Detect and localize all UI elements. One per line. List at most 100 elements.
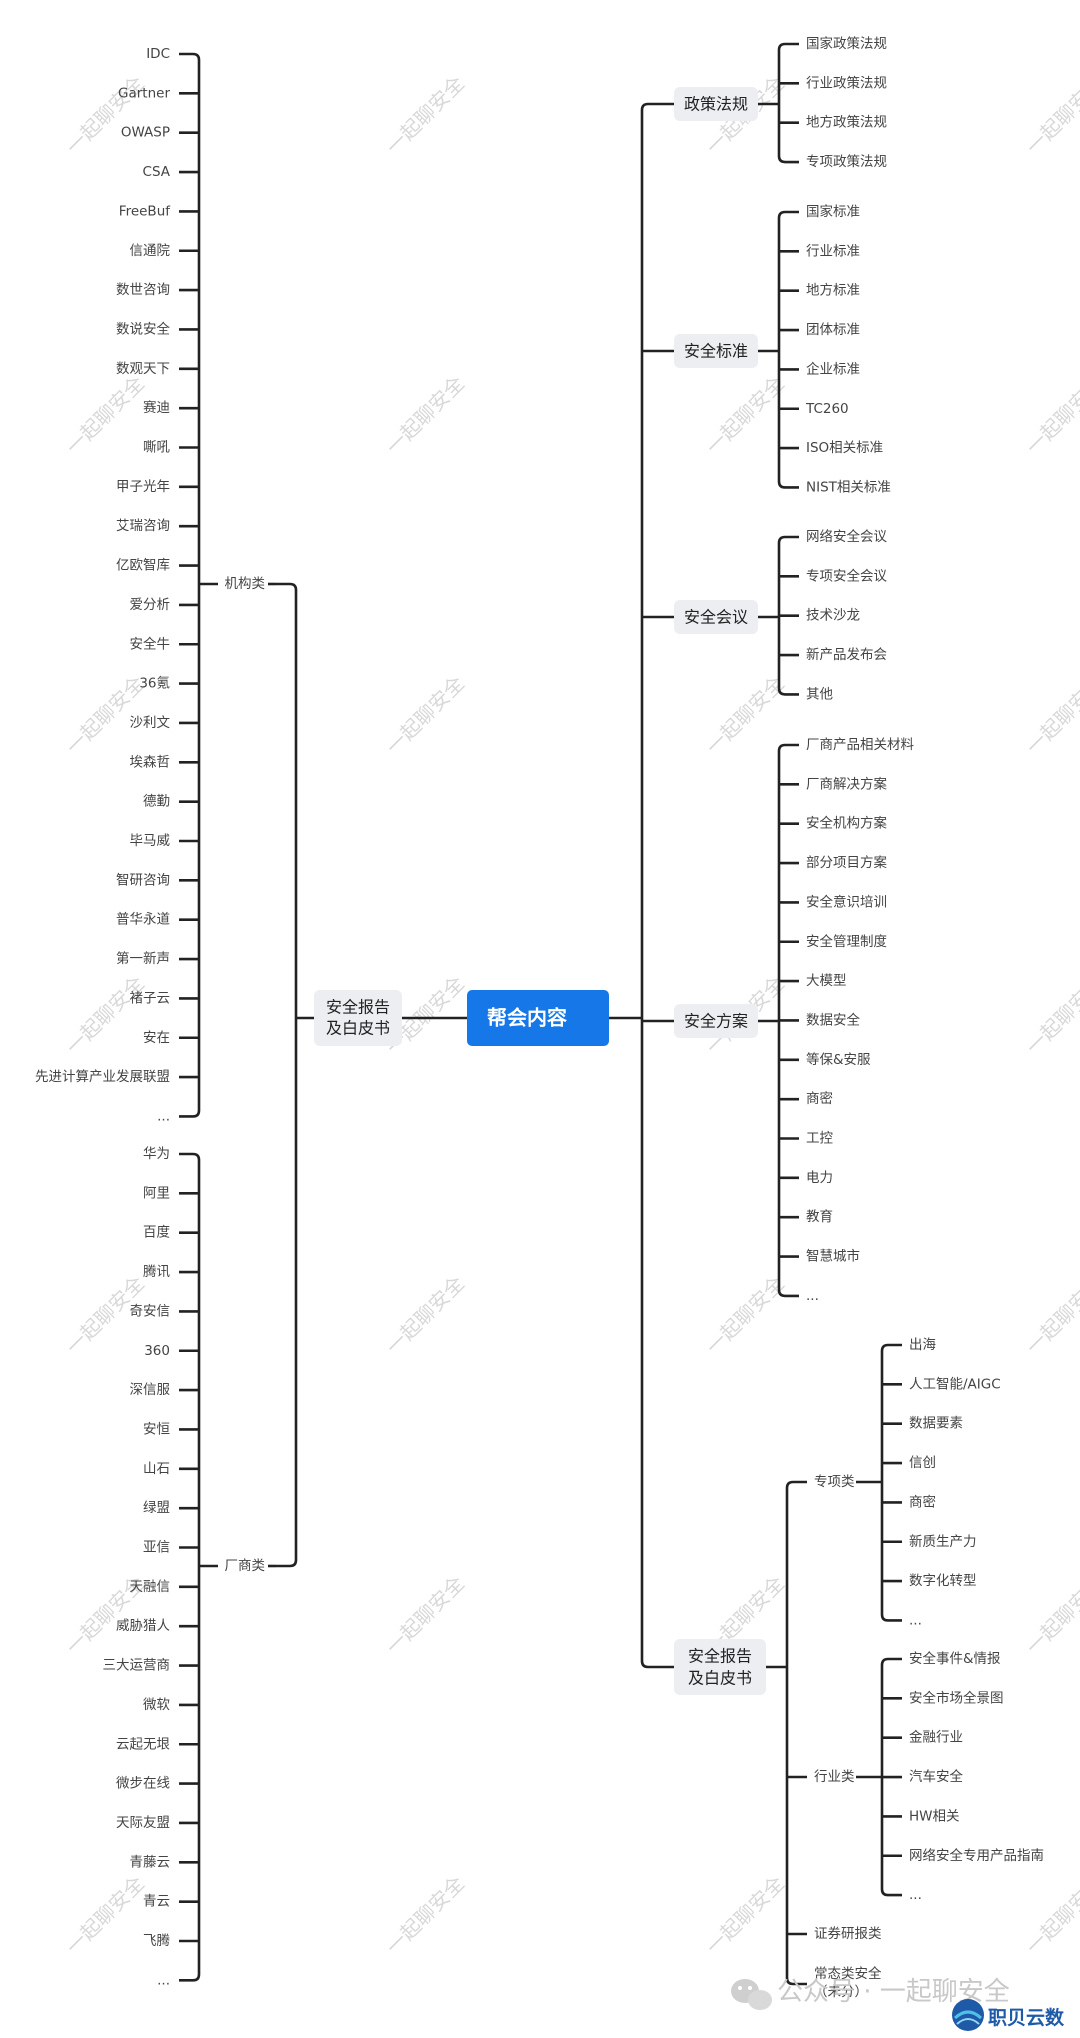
right-subleaf-item: 金融行业 (909, 1730, 963, 1746)
right-items-bracket-spine (777, 210, 799, 489)
left-leaf-item: 云起无垠 (116, 1736, 170, 1752)
right-subitems-bracket-spine (880, 1343, 902, 1622)
right-subleaf-item: HW相关 (909, 1808, 960, 1824)
right-subleaf-item: ... (909, 1612, 922, 1628)
watermark-text: 一起聊安全 (1021, 971, 1080, 1059)
left-leaf-item: 数观天下 (116, 361, 170, 377)
left-leaf-item: 亿欧智库 (116, 558, 170, 574)
right-sub-bracket-spine (785, 1480, 807, 1986)
watermark-text: 一起聊安全 (701, 1871, 789, 1959)
right-leaf-item: 地方政策法规 (806, 114, 887, 131)
watermark-text: 一起聊安全 (701, 671, 789, 759)
right-leaf-item: 安全管理制度 (806, 933, 887, 950)
right-category-label: 安全方案 (684, 1012, 748, 1031)
right-category-label: 安全标准 (684, 342, 748, 361)
left-leaf-item: OWASP (121, 125, 170, 141)
watermark-text: 一起聊安全 (381, 1871, 469, 1959)
left-leaf-item: 安全牛 (130, 635, 171, 652)
right-sub-label-line1: 常态类安全 (814, 1965, 882, 1982)
watermark-text: 一起聊安全 (1021, 1871, 1080, 1959)
left-leaf-item: 三大运营商 (103, 1658, 171, 1674)
left-leaf-item: 普华永道 (116, 912, 170, 928)
left-report-label-line2: 及白皮书 (326, 1019, 390, 1038)
left-leaf-item: 埃森哲 (130, 754, 171, 770)
right-sub-label: 证券研报类 (814, 1926, 882, 1942)
left-leaf-item: 飞腾 (143, 1932, 170, 1949)
right-subleaf-item: 信创 (909, 1455, 936, 1471)
right-leaf-item: 其他 (806, 686, 833, 702)
right-subleaf-item: 人工智能/AIGC (909, 1376, 1001, 1392)
left-leaf-item: 奇安信 (130, 1302, 171, 1319)
right-category-node[interactable] (674, 1004, 758, 1038)
right-report-label-line1: 安全报告 (688, 1647, 752, 1666)
right-subleaf-item: 汽车安全 (909, 1768, 963, 1785)
right-leaf-item: 电力 (806, 1170, 833, 1186)
left-leaf-item: ... (157, 1972, 170, 1988)
watermark-text: 一起聊安全 (381, 1571, 469, 1659)
watermark-text: 一起聊安全 (381, 671, 469, 759)
watermark-text: 一起聊安全 (1021, 1571, 1080, 1659)
right-leaf-item: 数据安全 (806, 1011, 860, 1028)
right-category-label: 政策法规 (684, 95, 748, 114)
left-leaf-item: FreeBuf (119, 203, 171, 219)
left-leaf-item: 阿里 (143, 1185, 170, 1201)
right-subleaf-item: 安全事件&情报 (909, 1650, 1001, 1667)
left-leaf-item: 青云 (143, 1894, 170, 1910)
left-leaf-item: 360 (144, 1343, 170, 1359)
left-leaf-item: 毕马威 (130, 833, 171, 849)
right-leaf-item: 安全意识培训 (806, 893, 887, 910)
right-leaf-item: 行业标准 (806, 243, 860, 259)
right-leaf-item: 部分项目方案 (806, 854, 887, 871)
right-subleaf-item: 出海 (909, 1337, 936, 1353)
right-subleaf-item: 网络安全专用产品指南 (909, 1847, 1044, 1864)
left-leaf-item: 艾瑞咨询 (116, 518, 170, 534)
left-leaf-item: ... (157, 1108, 170, 1124)
left-leaf-item: 嘶吼 (143, 440, 170, 456)
left-leaf-item: 青藤云 (130, 1854, 171, 1870)
left-leaf-item: 深信服 (130, 1382, 171, 1398)
right-leaf-item: 行业政策法规 (806, 74, 887, 91)
right-report-node[interactable] (674, 1639, 766, 1695)
watermark-text: 一起聊安全 (381, 371, 469, 459)
right-leaf-item: 大模型 (806, 973, 847, 989)
right-category-node[interactable] (674, 87, 758, 121)
center-node[interactable] (467, 990, 609, 1046)
right-leaf-item: 企业标准 (806, 360, 860, 377)
right-report-label-line2: 及白皮书 (688, 1669, 752, 1688)
watermark-text: 一起聊安全 (61, 371, 149, 459)
right-leaf-item: TC260 (805, 401, 849, 417)
left-leaf-item: 天融信 (130, 1579, 171, 1595)
watermark-text: 一起聊安全 (381, 1271, 469, 1359)
right-leaf-item: 安全机构方案 (806, 815, 887, 832)
brand-logo-icon (952, 1999, 984, 2031)
left-leaf-item: 微步在线 (116, 1776, 170, 1792)
left-leaf-item: 腾讯 (143, 1263, 170, 1280)
left-leaf-item: 36氪 (139, 676, 170, 692)
left-items-bracket-spine (179, 52, 201, 1118)
right-leaf-item: 专项政策法规 (806, 153, 887, 170)
left-leaf-item: Gartner (118, 85, 170, 101)
left-leaf-item: 微软 (143, 1697, 170, 1713)
left-leaf-item: 数世咨询 (116, 282, 170, 298)
right-subleaf-item: 数字化转型 (909, 1573, 977, 1589)
watermark-text: 一起聊安全 (1021, 371, 1080, 459)
left-leaf-item: 安恒 (143, 1421, 170, 1437)
right-category-node[interactable] (674, 600, 758, 634)
right-leaf-item: 厂商产品相关材料 (806, 737, 914, 753)
right-leaf-item: 国家标准 (806, 203, 860, 220)
right-leaf-item: 团体标准 (806, 322, 860, 338)
right-category-node[interactable] (674, 334, 758, 368)
right-subleaf-item: ... (909, 1887, 922, 1903)
watermark-text: 一起聊安全 (1021, 1271, 1080, 1359)
right-leaf-item: 新产品发布会 (806, 647, 887, 663)
right-leaf-item: 地方标准 (806, 283, 860, 299)
watermark-text: 一起聊安全 (1021, 71, 1080, 159)
left-leaf-item: 安在 (143, 1030, 170, 1046)
brand-name: 职贝云数 (988, 2006, 1065, 2029)
left-report-node[interactable] (314, 990, 402, 1046)
left-leaf-item: 沙利文 (130, 715, 171, 731)
left-leaf-item: 亚信 (143, 1540, 170, 1556)
left-report-label-line1: 安全报告 (326, 998, 390, 1017)
watermark-text: 一起聊安全 (1021, 671, 1080, 759)
